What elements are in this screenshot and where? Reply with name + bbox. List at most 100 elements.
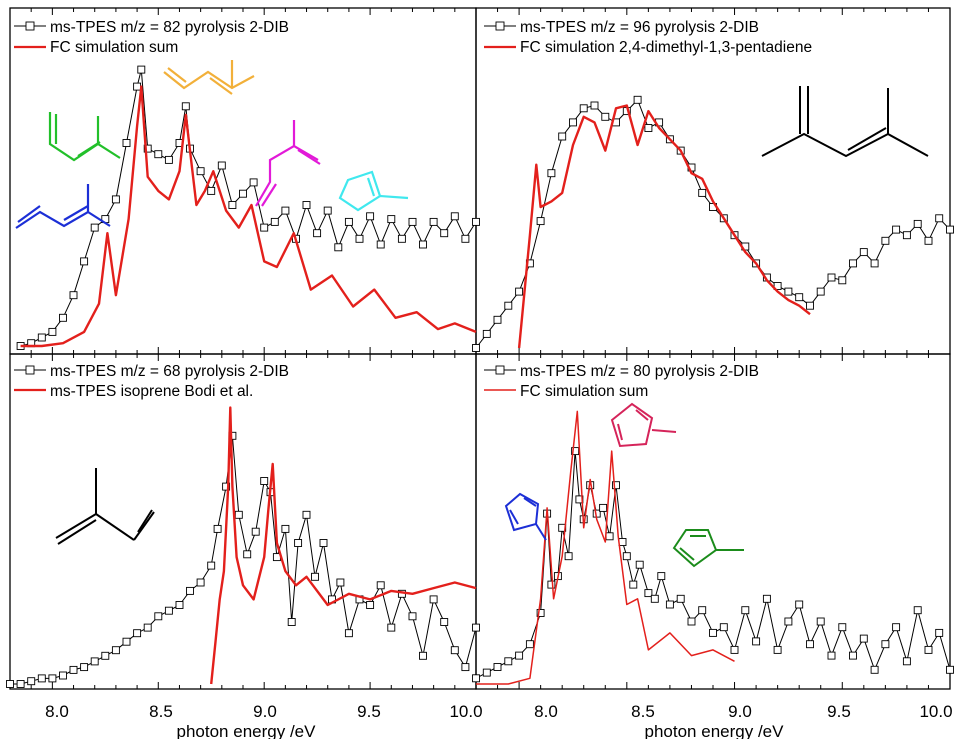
data-point-marker bbox=[676, 594, 685, 603]
data-point-marker bbox=[629, 580, 638, 589]
data-point-marker bbox=[859, 248, 868, 257]
series-line-ms-tpes-m-z-80-pyrolysis-2-dib bbox=[475, 450, 951, 679]
data-point-marker bbox=[196, 578, 205, 587]
x-tick-label: 9.5 bbox=[827, 702, 851, 721]
data-point-marker bbox=[450, 212, 459, 221]
data-point-marker bbox=[644, 124, 653, 132]
data-point-marker bbox=[249, 178, 258, 187]
legend-m68-sim-label: ms-TPES isoprene Bodi et al. bbox=[50, 383, 253, 400]
data-point-marker bbox=[806, 640, 814, 649]
data-point-marker bbox=[111, 646, 120, 655]
data-point-marker bbox=[935, 214, 944, 223]
data-point-marker bbox=[892, 225, 901, 234]
data-point-marker bbox=[482, 668, 491, 677]
data-point-marker bbox=[69, 291, 78, 300]
data-point-marker bbox=[80, 257, 89, 266]
data-point-marker bbox=[376, 240, 385, 249]
data-point-marker bbox=[827, 273, 836, 282]
data-point-marker bbox=[515, 651, 524, 660]
data-point-marker bbox=[635, 560, 644, 569]
data-point-marker bbox=[870, 665, 879, 674]
data-point-marker bbox=[429, 595, 438, 604]
data-point-marker bbox=[795, 600, 804, 609]
data-point-marker bbox=[387, 215, 396, 224]
data-point-marker bbox=[234, 510, 243, 519]
data-point-marker bbox=[590, 101, 599, 110]
data-point-marker bbox=[450, 646, 459, 655]
data-point-marker bbox=[579, 104, 588, 113]
x-tick-label: 8.5 bbox=[149, 702, 173, 721]
data-point-marker bbox=[838, 276, 847, 285]
data-point-marker bbox=[564, 552, 573, 561]
data-point-marker bbox=[302, 510, 311, 519]
data-point-marker bbox=[849, 651, 857, 660]
legend-m80-sim-label: FC simulation sum bbox=[520, 383, 648, 400]
structure-methylcyclopentadiene-blue bbox=[504, 492, 547, 541]
data-point-marker bbox=[892, 623, 901, 632]
data-point-marker bbox=[849, 259, 857, 268]
x-axis-right: 8.0 8.5 9.0 9.5 10.0 photon energy /eV bbox=[534, 702, 952, 739]
data-point-marker bbox=[946, 665, 954, 674]
structure-methylcyclopentadiene-crimson bbox=[610, 402, 677, 448]
data-point-marker bbox=[536, 609, 545, 617]
data-point-marker bbox=[569, 118, 577, 127]
data-point-marker bbox=[311, 572, 319, 581]
data-point-marker bbox=[366, 212, 375, 221]
data-point-marker bbox=[222, 482, 231, 491]
series-line-ms-tpes-m-z-68-pyrolysis-2-dib bbox=[10, 435, 477, 685]
structure-methylcyclobutene bbox=[338, 170, 409, 212]
data-point-marker bbox=[902, 657, 911, 666]
data-point-marker bbox=[461, 234, 470, 243]
data-point-marker bbox=[387, 623, 396, 632]
data-point-marker bbox=[133, 82, 142, 91]
x-axis-title: photon energy /eV bbox=[177, 722, 317, 739]
panel-top-left-frame bbox=[9, 7, 477, 355]
data-point-marker bbox=[207, 561, 216, 570]
panel-m96 bbox=[472, 8, 954, 354]
x-axis-left: 8.0 8.5 9.0 9.5 10.0 photon energy /eV bbox=[45, 702, 482, 739]
data-point-marker bbox=[698, 606, 707, 615]
data-point-marker bbox=[319, 539, 328, 547]
data-point-marker bbox=[122, 139, 131, 147]
data-point-marker bbox=[644, 589, 653, 598]
x-tick-label: 9.0 bbox=[253, 702, 277, 721]
data-point-marker bbox=[37, 333, 46, 342]
data-point-marker bbox=[344, 217, 353, 226]
data-point-marker bbox=[622, 552, 631, 561]
data-point-marker bbox=[154, 612, 163, 621]
data-point-marker bbox=[795, 293, 804, 302]
data-point-marker bbox=[408, 612, 417, 621]
data-point-marker bbox=[633, 95, 642, 104]
data-point-marker bbox=[827, 651, 836, 660]
data-point-marker bbox=[281, 206, 290, 215]
data-point-marker bbox=[6, 680, 14, 688]
data-point-marker bbox=[881, 640, 890, 649]
data-point-marker bbox=[472, 344, 480, 352]
x-tick-label: 10.0 bbox=[449, 702, 482, 721]
data-point-marker bbox=[504, 301, 513, 310]
data-point-marker bbox=[419, 240, 427, 249]
panel-m80 bbox=[472, 354, 954, 689]
data-point-marker bbox=[859, 634, 868, 643]
data-point-marker bbox=[547, 169, 556, 178]
data-point-marker bbox=[133, 629, 142, 638]
data-point-marker bbox=[287, 618, 296, 626]
data-point-marker bbox=[260, 223, 269, 232]
data-point-marker bbox=[270, 217, 279, 226]
data-point-marker bbox=[228, 201, 237, 209]
data-point-marker bbox=[143, 144, 152, 153]
series-line-ms-tpes-m-z-96-pyrolysis-2-dib bbox=[475, 99, 951, 349]
series-line-fc-simulation-sum bbox=[476, 410, 735, 685]
data-point-marker bbox=[344, 629, 353, 638]
data-point-marker bbox=[618, 538, 627, 546]
structure-bent-pentadiene bbox=[48, 112, 121, 162]
data-point-marker bbox=[366, 601, 375, 609]
data-point-marker bbox=[196, 167, 205, 176]
legend-m96-exp-marker bbox=[495, 21, 505, 31]
data-point-marker bbox=[493, 663, 502, 671]
data-point-marker bbox=[741, 606, 750, 615]
data-point-marker bbox=[924, 645, 933, 654]
data-point-marker bbox=[48, 674, 57, 683]
x-axis-title: photon energy /eV bbox=[645, 722, 785, 739]
data-point-marker bbox=[122, 637, 131, 646]
